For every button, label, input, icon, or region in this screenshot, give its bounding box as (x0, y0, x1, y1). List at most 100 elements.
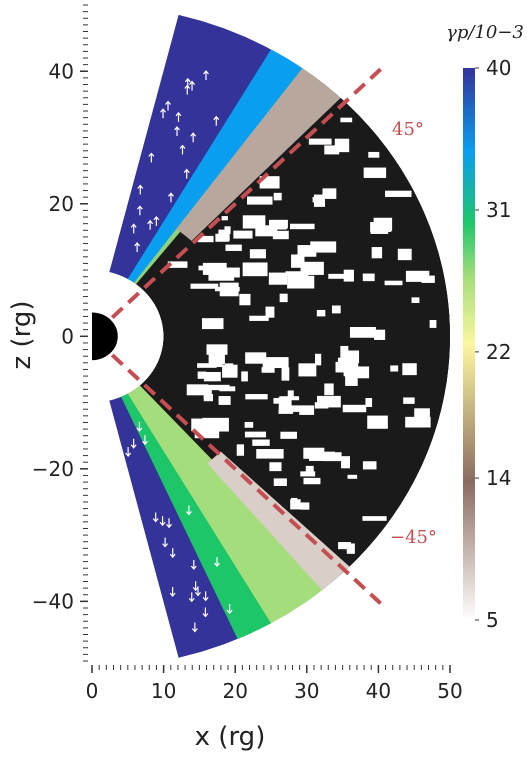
angle-line (110, 353, 382, 605)
patch (273, 478, 287, 486)
patch (362, 273, 375, 282)
patch (245, 394, 268, 400)
patch (405, 270, 430, 282)
patch (205, 384, 230, 391)
patch (310, 241, 337, 253)
corona-upper (176, 68, 341, 241)
arrow (165, 100, 171, 111)
y-tick-label: 40 (49, 59, 74, 83)
patch (239, 293, 251, 306)
arrow (202, 607, 209, 618)
patch (278, 409, 294, 414)
patch (312, 196, 324, 203)
patch (290, 223, 315, 230)
arrow (134, 242, 141, 252)
patch (247, 196, 273, 205)
patch (233, 230, 253, 239)
patch (197, 235, 214, 243)
patch (363, 167, 387, 178)
patch (221, 216, 228, 221)
patch (305, 465, 314, 473)
arrow (192, 581, 199, 592)
patch (186, 384, 209, 396)
patch (429, 320, 437, 328)
patch (279, 293, 288, 303)
patch (343, 269, 354, 282)
patch (244, 421, 254, 428)
patch (269, 462, 282, 472)
patch (191, 418, 214, 432)
arrow (162, 537, 169, 548)
arrow (213, 115, 220, 126)
arrow (159, 516, 166, 527)
patch (370, 222, 392, 232)
patch (242, 262, 268, 277)
x-tick-label: 50 (437, 679, 462, 703)
colorbar-tick-label: 5 (486, 608, 499, 632)
patch (241, 371, 248, 382)
x-tick-label: 0 (86, 679, 99, 703)
patch (198, 265, 207, 271)
arrow (166, 518, 172, 529)
arrow (188, 592, 195, 603)
arrow (202, 591, 209, 602)
patch (201, 318, 224, 330)
x-label: x (rg) (195, 722, 266, 752)
patch (268, 219, 288, 229)
patch (340, 117, 353, 123)
patch (245, 352, 267, 364)
patch (203, 371, 221, 382)
arrow (174, 126, 180, 137)
patch (206, 344, 228, 355)
y-label: z (rg) (7, 301, 37, 370)
arrow (175, 111, 182, 122)
patch (362, 461, 377, 470)
patch (236, 444, 245, 456)
colorbar (463, 68, 475, 620)
arrow (179, 144, 186, 155)
patch (225, 244, 242, 251)
patch (308, 138, 332, 145)
patch (287, 275, 315, 289)
patch (297, 245, 317, 257)
arrow (189, 80, 196, 91)
y-tick-label: 20 (49, 192, 74, 216)
colorbar-tick-label: 14 (486, 466, 511, 490)
y-tick-label: −20 (32, 457, 74, 481)
patch (261, 367, 275, 373)
patch (411, 297, 420, 303)
arrow (153, 215, 160, 226)
patch (368, 151, 380, 158)
patch (290, 499, 301, 510)
patch (300, 471, 316, 477)
patch (384, 280, 403, 286)
annotation: 45° (392, 119, 424, 140)
patch (345, 372, 358, 386)
patch (324, 145, 340, 155)
patch (342, 404, 367, 413)
patch (414, 408, 430, 418)
patch (270, 224, 287, 230)
patch (322, 188, 337, 199)
patch (197, 363, 217, 368)
arrow (152, 512, 159, 523)
patch (362, 516, 387, 521)
patch (203, 388, 212, 399)
arrow (226, 604, 233, 614)
patch (287, 390, 294, 399)
colorbar-tick-label: 40 (486, 56, 511, 80)
patch (290, 405, 314, 412)
patch (347, 474, 358, 479)
arrow (137, 184, 144, 195)
patch (315, 353, 322, 366)
patch (272, 230, 289, 240)
patch (219, 282, 239, 297)
patch (303, 477, 321, 485)
arrow (184, 84, 191, 95)
patch (338, 542, 352, 550)
angle-line (110, 67, 382, 320)
patch (242, 215, 266, 229)
patch (281, 367, 290, 381)
patch (385, 190, 412, 197)
arrow (167, 192, 174, 203)
